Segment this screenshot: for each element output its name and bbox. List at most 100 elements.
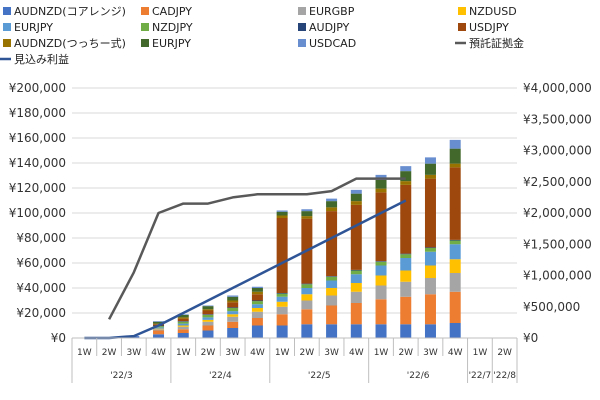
legend-swatch <box>3 7 11 15</box>
legend-label: USDJPY <box>469 21 509 34</box>
bar-segment <box>424 157 436 164</box>
bar-segment <box>424 251 436 266</box>
category-label: 1W <box>77 348 92 358</box>
bar-segment <box>375 275 387 286</box>
bar-segment <box>400 171 412 182</box>
legend-swatch <box>298 23 306 31</box>
bar-segment <box>202 309 214 311</box>
bar-segment <box>227 314 239 317</box>
bar-segment <box>350 270 362 275</box>
legend-item: EURJPY <box>141 37 191 50</box>
legend-label: AUDNZD(コアレンジ) <box>14 5 126 18</box>
bar-segment <box>177 318 189 322</box>
bar-segment <box>326 276 338 277</box>
bar-segment <box>177 314 189 315</box>
bar-segment <box>326 211 338 277</box>
bar-segment <box>227 295 239 297</box>
bar-segment <box>400 254 412 258</box>
bar-segment <box>227 296 239 301</box>
bar-segment <box>301 288 313 295</box>
bar-segment <box>375 261 387 266</box>
bar-segment <box>424 174 436 179</box>
bar-series <box>128 139 461 338</box>
left-tick-label: ¥200,000 <box>9 81 66 95</box>
bar-segment <box>177 321 189 322</box>
bar-segment <box>449 259 461 273</box>
bar-segment <box>400 270 412 282</box>
legend-swatch <box>141 23 149 31</box>
bar-segment <box>202 325 214 331</box>
bar-segment <box>350 324 362 338</box>
bar-segment <box>276 293 288 297</box>
legend-item: 預託証拠金 <box>455 36 524 50</box>
bar-segment <box>449 244 461 260</box>
bar-segment <box>301 324 313 338</box>
bar-segment <box>227 311 239 315</box>
bar-segment <box>449 239 461 241</box>
bar-segment <box>153 334 165 338</box>
right-tick-label: ¥3,000,000 <box>523 144 592 158</box>
bar-segment <box>326 288 338 296</box>
bar-segment <box>301 309 313 325</box>
right-tick-label: ¥2,500,000 <box>523 175 592 189</box>
category-label: 4W <box>349 348 364 358</box>
bar-segment <box>276 301 288 307</box>
bar-segment <box>326 201 338 208</box>
bar-segment <box>202 317 214 320</box>
legend-item: NZDUSD <box>458 5 517 18</box>
legend-label: EURJPY <box>152 37 191 50</box>
legend-swatch <box>3 23 11 31</box>
left-tick-label: ¥60,000 <box>16 256 66 270</box>
bar-segment <box>400 181 412 185</box>
category-label: 4W <box>448 348 463 358</box>
left-tick-label: ¥140,000 <box>9 156 66 170</box>
bar-segment <box>153 327 165 329</box>
left-tick-label: ¥20,000 <box>16 306 66 320</box>
right-tick-label: ¥0 <box>523 331 538 345</box>
bar-segment <box>251 286 263 288</box>
bar-segment <box>202 319 214 322</box>
left-axis: ¥0 ¥20,000 ¥40,000 ¥60,000 ¥80,000 ¥100,000 ¥1… <box>9 81 66 345</box>
legend-item: AUDNZD(つっちー式) <box>3 37 126 50</box>
bar-segment <box>177 329 189 333</box>
right-tick-label: ¥1,000,000 <box>523 269 592 283</box>
legend-label: AUDNZD(つっちー式) <box>14 37 126 50</box>
right-tick-label: ¥3,500,000 <box>523 112 592 126</box>
bar-segment <box>251 300 263 302</box>
bar-segment <box>227 308 239 312</box>
category-label: 1W <box>473 348 488 358</box>
bar-segment <box>251 294 263 301</box>
bar-segment <box>153 329 165 331</box>
bar-segment <box>301 284 313 288</box>
month-label: '22/7 <box>469 371 492 381</box>
bar-segment <box>153 323 165 325</box>
legend-item: EURGBP <box>298 5 355 18</box>
bar-segment <box>449 240 461 245</box>
month-label: '22/6 <box>407 371 430 381</box>
bar-segment <box>251 291 263 295</box>
left-tick-label: ¥40,000 <box>16 281 66 295</box>
bar-segment <box>177 323 189 326</box>
line-series <box>84 177 407 340</box>
category-label: 2W <box>300 348 315 358</box>
bar-segment <box>202 314 214 315</box>
x-axis: 1W 2W 3W 4W 1W 2W 3W 4W 1W 2W 3W 4W 1W 2W 3W 4W 1W 2W '22/… <box>71 337 518 383</box>
bar-segment <box>251 318 263 326</box>
bar-segment <box>449 167 461 240</box>
bar-segment <box>326 324 338 338</box>
category-label: 2W <box>497 348 512 358</box>
bar-segment <box>326 207 338 212</box>
legend-item: EURJPY <box>3 21 53 34</box>
left-tick-label: ¥160,000 <box>9 131 66 145</box>
bar-segment <box>424 248 436 252</box>
legend-swatch <box>141 7 149 15</box>
bar-segment <box>449 148 461 164</box>
bar-segment <box>301 216 313 219</box>
bar-segment <box>424 247 436 248</box>
legend-label: 預託証拠金 <box>469 36 524 50</box>
legend-item: USDJPY <box>458 21 509 34</box>
legend-item: CADJPY <box>141 5 192 18</box>
legend-label: EURGBP <box>309 5 355 18</box>
bar-segment <box>227 328 239 338</box>
bar-segment <box>251 288 263 292</box>
